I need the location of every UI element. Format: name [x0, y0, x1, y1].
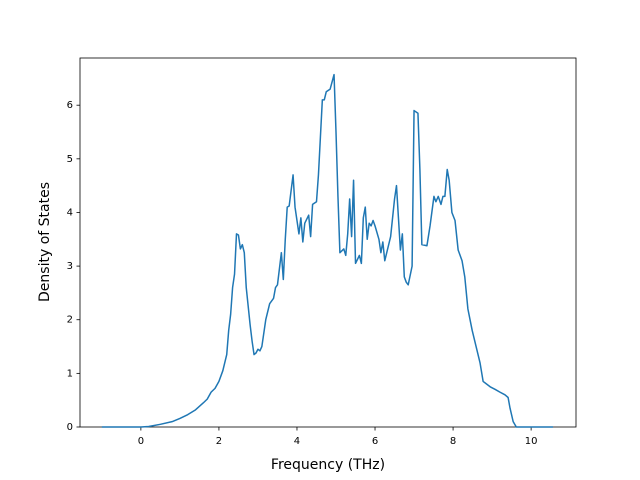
y-tick-label: 6: [67, 100, 73, 111]
x-tick-label: 4: [294, 436, 300, 447]
y-tick-label: 2: [67, 315, 73, 326]
y-tick-label: 4: [67, 207, 73, 218]
x-axis-label: Frequency (THz): [271, 457, 385, 473]
y-tick-label: 0: [67, 422, 73, 433]
y-axis-label: Density of States: [37, 182, 53, 302]
x-tick-label: 6: [372, 436, 378, 447]
x-tick-label: 8: [450, 436, 456, 447]
x-tick-label: 0: [138, 436, 144, 447]
y-tick-label: 3: [67, 261, 73, 272]
y-tick-label: 1: [67, 368, 73, 379]
y-tick-label: 5: [67, 154, 73, 165]
x-tick-label: 10: [525, 436, 538, 447]
plot-frame: [79, 57, 577, 428]
x-tick-label: 2: [216, 436, 222, 447]
dos-line: [101, 73, 553, 428]
